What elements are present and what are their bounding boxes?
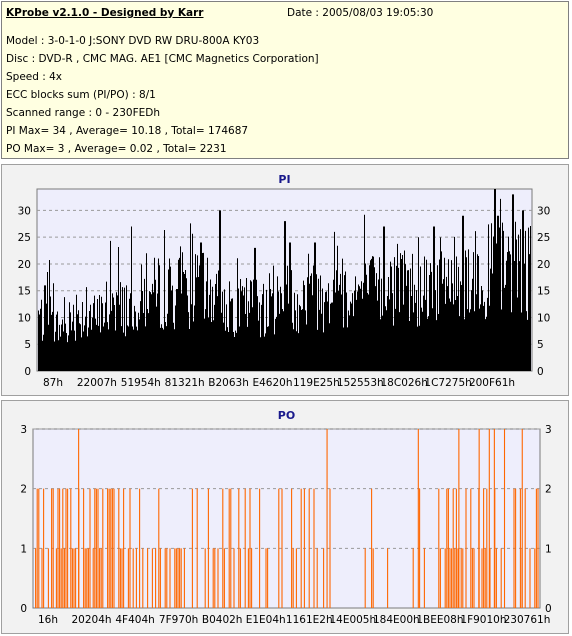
x-tick-label: 16h xyxy=(38,614,58,626)
y-tick-label-right: 10 xyxy=(537,312,550,324)
y-tick-label-left: 15 xyxy=(18,286,31,298)
pi-chart-panel: PI 0 0 5 5 10 10 15 15 20 20 25 25 30 30 87h 22007h 51954… xyxy=(1,164,569,396)
x-tick-label: 4F404h xyxy=(115,614,154,626)
y-tick-label-left: 2 xyxy=(20,484,27,496)
x-tick-label: 18C026h xyxy=(381,377,428,389)
po-summary-line: PO Max= 3 , Average= 0.02 , Total= 2231 xyxy=(6,143,227,155)
y-tick-label-right: 30 xyxy=(537,205,550,217)
bar-series xyxy=(38,189,531,371)
x-tick-label: 230761h xyxy=(504,614,551,626)
speed-line: Speed : 4x xyxy=(6,71,63,83)
y-tick-label-left: 1 xyxy=(20,543,27,555)
y-tick-label-left: 30 xyxy=(18,205,31,217)
scan-date: Date : 2005/08/03 19:05:30 xyxy=(287,7,434,19)
y-tick-label-right: 20 xyxy=(537,259,550,271)
x-tick-label: 184E00h xyxy=(373,614,420,626)
y-tick-label-right: 3 xyxy=(545,424,552,436)
model-line: Model : 3-0-1-0 J:SONY DVD RW DRU-800A K… xyxy=(6,35,260,47)
y-tick-label-right: 1 xyxy=(545,543,552,555)
chart-title: PI xyxy=(278,173,290,186)
x-tick-label: 51954h xyxy=(121,377,161,389)
y-tick-label-left: 20 xyxy=(18,259,31,271)
bar-series xyxy=(35,429,539,608)
y-tick-label-left: 5 xyxy=(24,339,31,351)
ecc-line: ECC blocks sum (PI/PO) : 8/1 xyxy=(6,89,156,101)
po-chart-panel: PO 0 0 1 1 2 2 3 3 16h 20204h 4F404h 7F970h B0402h E1E… xyxy=(1,400,569,634)
app-title: KProbe v2.1.0 - Designed by Karr xyxy=(6,7,204,19)
info-panel: KProbe v2.1.0 - Designed by Karr Date : … xyxy=(1,1,569,159)
y-tick-label-right: 2 xyxy=(545,484,552,496)
x-tick-label: 7F970h xyxy=(159,614,198,626)
x-tick-label: E1E04h xyxy=(246,614,286,626)
x-tick-label: B2063h xyxy=(208,377,249,389)
x-tick-label: 200F61h xyxy=(469,377,515,389)
y-tick-label-left: 0 xyxy=(24,366,31,378)
x-tick-label: 119E25h xyxy=(293,377,340,389)
x-tick-label: 1161E2h xyxy=(286,614,333,626)
po-chart: PO 0 0 1 1 2 2 3 3 16h 20204h 4F404h 7F970h B0402h E1E… xyxy=(20,409,552,626)
y-tick-label-left: 10 xyxy=(18,312,31,324)
x-tick-label: 22007h xyxy=(77,377,117,389)
x-tick-label: E4620h xyxy=(252,377,292,389)
y-tick-label-left: 0 xyxy=(20,603,27,615)
y-tick-label-right: 0 xyxy=(545,603,552,615)
disc-line: Disc : DVD-R , CMC MAG. AE1 [CMC Magneti… xyxy=(6,53,319,65)
x-tick-label: 20204h xyxy=(72,614,112,626)
x-tick-label: B0402h xyxy=(202,614,243,626)
x-tick-label: 81321h xyxy=(165,377,205,389)
x-tick-label: 1BEE08h xyxy=(416,614,463,626)
y-tick-label-right: 0 xyxy=(537,366,544,378)
plot-area xyxy=(32,428,541,609)
y-tick-label-left: 3 xyxy=(20,424,27,436)
x-tick-label: 1C7275h xyxy=(424,377,471,389)
pi-chart: PI 0 0 5 5 10 10 15 15 20 20 25 25 30 30 87h 22007h 51954… xyxy=(18,173,551,389)
x-tick-label: 87h xyxy=(43,377,63,389)
chart-title: PO xyxy=(278,409,295,422)
y-tick-label-left: 25 xyxy=(18,232,31,244)
range-line: Scanned range : 0 - 230FEDh xyxy=(6,107,160,119)
x-tick-label: 14E005h xyxy=(329,614,376,626)
pi-summary-line: PI Max= 34 , Average= 10.18 , Total= 174… xyxy=(6,125,249,137)
x-tick-label: 1F9010h xyxy=(460,614,506,626)
y-tick-label-right: 25 xyxy=(537,232,550,244)
y-tick-label-right: 15 xyxy=(537,286,550,298)
x-tick-label: 152553h xyxy=(337,377,384,389)
y-tick-label-right: 5 xyxy=(537,339,544,351)
